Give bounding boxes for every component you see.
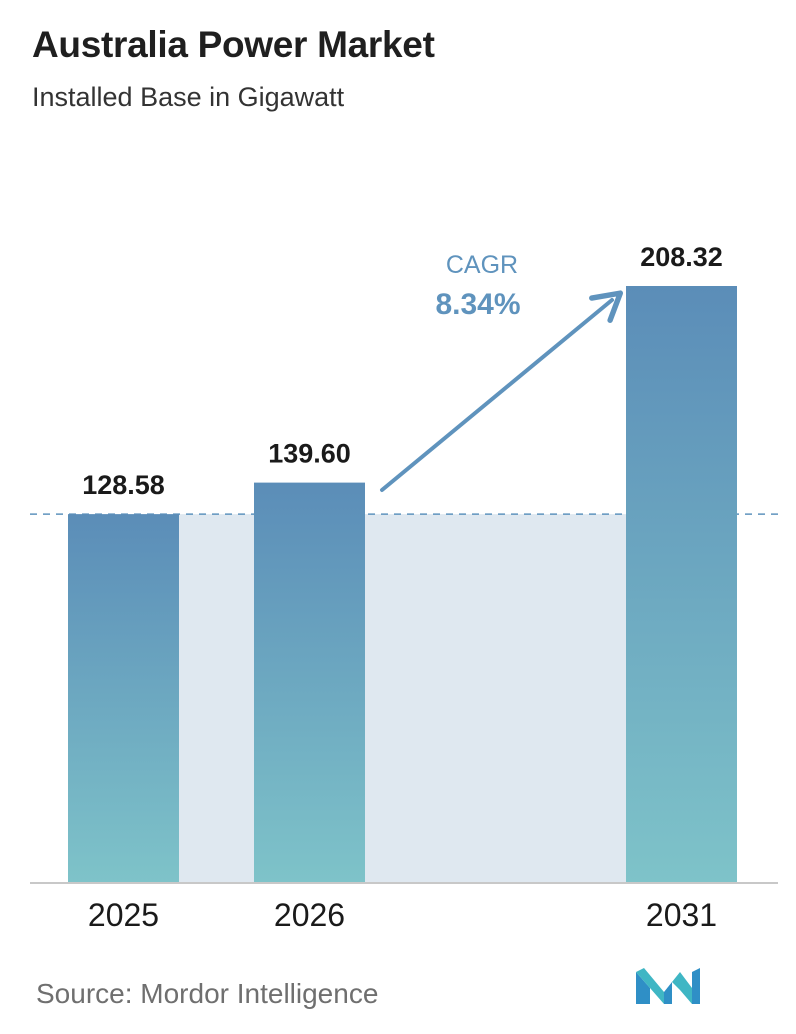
cagr-label: CAGR bbox=[446, 251, 518, 279]
cagr-value: 8.34% bbox=[435, 288, 520, 321]
source-credit: Source: Mordor Intelligence bbox=[36, 978, 379, 1009]
mordor-logo-icon bbox=[636, 968, 700, 1004]
cagr-arrow bbox=[380, 290, 624, 492]
chart-subtitle: Installed Base in Gigawatt bbox=[32, 82, 345, 112]
chart-title: Australia Power Market bbox=[32, 24, 435, 65]
bar-2031 bbox=[626, 286, 737, 882]
value-label-2031: 208.32 bbox=[640, 242, 723, 272]
category-label-2025: 2025 bbox=[88, 897, 159, 933]
value-label-2026: 139.60 bbox=[268, 439, 351, 469]
category-label-2026: 2026 bbox=[274, 897, 345, 933]
bar-2026 bbox=[254, 482, 365, 882]
bar-chart: CAGR 8.34% 128.58 2025 139.60 2026 208.32 203… bbox=[30, 242, 780, 933]
value-label-2025: 128.58 bbox=[82, 470, 165, 500]
bars-layer bbox=[68, 286, 737, 882]
bar-2025 bbox=[68, 514, 179, 882]
labels-layer: 128.58 2025 139.60 2026 208.32 2031 bbox=[82, 242, 723, 933]
category-label-2031: 2031 bbox=[646, 897, 717, 933]
